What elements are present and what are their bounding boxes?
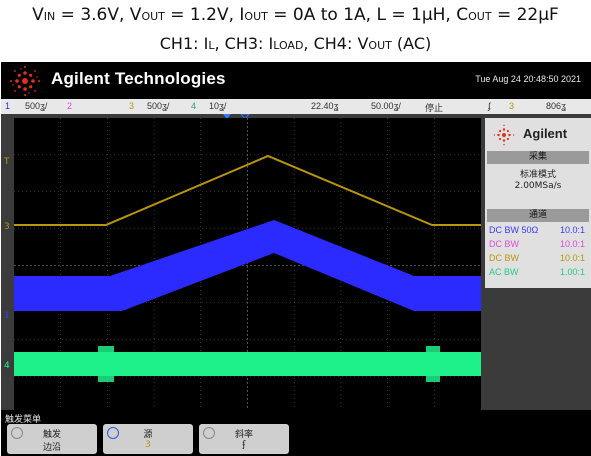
ch1-inductor-current-trace [14,220,481,311]
softkey-label: 源 [143,430,153,440]
knob-icon [203,427,215,439]
acquisition-title: 采集 [487,151,589,164]
side-info-panel: Agilent 采集 标准模式 2.00MSa/s 通道 DC BW 50Ω 1… [485,118,591,288]
caption-subscript: LOAD [273,39,304,52]
softkey-value: ʄ [242,440,246,450]
rotate-knob-icon [107,427,119,439]
channel-coupling: DC BW 50Ω [489,225,539,235]
brand-title: Agilent Technologies [51,69,226,88]
caption-subscript: OUT [468,10,492,23]
waveform-display [14,118,481,413]
sample-rate: 2.00MSa/s [514,181,562,191]
caption-subscript: OUT [141,10,165,23]
softkey-value: 边沿 [42,443,61,453]
channel-probe-ratio: 10.0:1 [559,225,585,235]
run-state[interactable]: 停止 [425,103,444,113]
trigger-channel[interactable]: 3 [509,101,515,111]
channel-probe-ratio: 1.00:1 [559,267,585,277]
trigger-type-softkey[interactable]: 触发 边沿 [7,424,97,454]
caption-subscript: OUT [244,10,268,23]
caption-line-2: CH1: IL, CH3: ILOAD, CH4: VOUT (AC) [0,32,591,56]
trigger-level-marker[interactable]: T [4,157,10,167]
caption-text: = 3.6V, V [55,5,142,25]
caption-subscript: L [208,39,215,52]
ch3-scale[interactable]: 500ʓ/ [147,101,170,111]
trigger-source-softkey[interactable]: 源 3 [103,424,193,454]
trigger-icon: ʄ [488,101,491,111]
softkey-value: 3 [145,440,151,450]
caption-line-1: VIN = 3.6V, VOUT = 1.2V, IOUT = 0A to 1A… [0,2,591,28]
acquisition-mode: 标准模式 [519,170,556,180]
agilent-spark-logo-icon [10,66,40,96]
channel-coupling: AC BW [489,267,519,277]
channel-row-3: DC BW 10.0:1 [487,252,589,266]
caption-text: = 22µF [491,5,559,25]
softkey-label: 触发 [42,430,61,440]
caption-text: V [32,5,44,25]
trigger-level[interactable]: 806ʓ [546,101,566,111]
channel-row-1: DC BW 50Ω 10.0:1 [487,224,589,238]
ch1-ground-marker[interactable]: 1 [4,311,10,321]
channel-row-4: AC BW 1.00:1 [487,266,589,280]
menu-title: 触发菜单 [5,415,42,425]
time-scale[interactable]: 50.00ʓ/ [371,101,401,111]
waveform-canvas [14,118,481,413]
ch1-scale[interactable]: 500ʓ/ [25,101,48,111]
ch3-load-current-trace [14,154,481,226]
caption-text: = 0A to 1A, L = 1µH, C [267,5,469,25]
softkey-label: 斜率 [234,430,253,440]
ch4-vout-transient [426,346,440,382]
agilent-spark-logo-icon [493,124,515,146]
time-position[interactable]: 22.40ʓ [311,101,339,111]
ch4-vout-trace [14,352,481,376]
caption-subscript: IN [43,10,56,23]
ch1-label[interactable]: 1 [5,101,11,111]
status-bar: 1 500ʓ/ 2 3 500ʓ/ 4 10ʓ/ 22.40ʓ 50.00ʓ/ … [1,99,591,114]
caption-text: CH1: I [159,34,209,53]
channels-title: 通道 [487,209,589,222]
channel-probe-ratio: 10.0:1 [559,253,585,263]
caption-text: , CH4: V [303,34,369,53]
caption-text: (AC) [391,34,432,53]
trigger-slope-softkey[interactable]: 斜率 ʄ [199,424,289,454]
oscilloscope-screen: Agilent Technologies Tue Aug 24 20:48:50… [1,62,591,456]
caption-text: , CH3: I [214,34,274,53]
softkey-bar: 触发菜单 触发 边沿 源 3 斜率 ʄ [1,410,591,456]
ch3-ground-marker[interactable]: 3 [4,222,10,232]
scope-datetime: Tue Aug 24 20:48:50 2021 [475,74,581,84]
knob-icon [11,427,23,439]
panel-brand: Agilent [523,126,568,141]
channel-row-2: DC BW 10.0:1 [487,238,589,252]
ch4-ground-marker[interactable]: 4 [4,361,10,371]
ch2-label[interactable]: 2 [67,101,73,111]
channel-probe-ratio: 10.0:1 [559,239,585,249]
ch4-vout-transient [98,346,114,382]
ch4-scale[interactable]: 10ʓ/ [209,101,227,111]
caption-subscript: OUT [368,39,392,52]
channel-coupling: DC BW [489,239,519,249]
ch3-label[interactable]: 3 [129,101,135,111]
scope-header: Agilent Technologies Tue Aug 24 20:48:50… [1,62,591,99]
ch4-label[interactable]: 4 [191,101,197,111]
caption-text: = 1.2V, I [164,5,245,25]
channel-coupling: DC BW [489,253,519,263]
time-reference-marker-icon [223,114,250,120]
